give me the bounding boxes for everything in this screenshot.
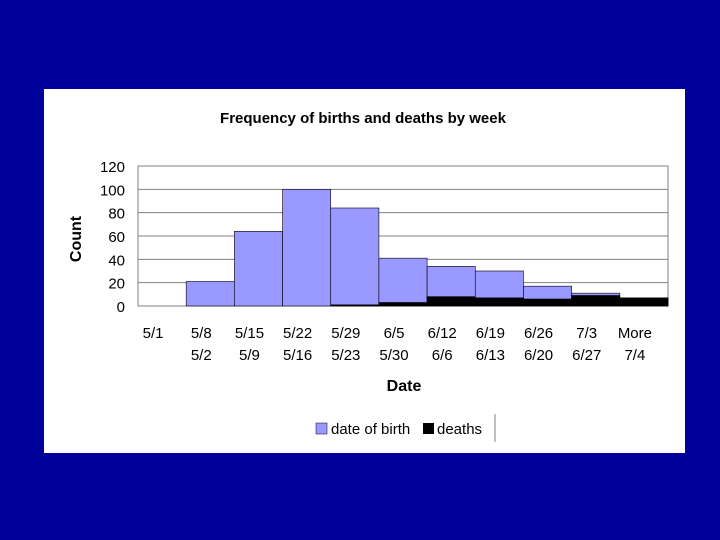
chart-title: Frequency of births and deaths by week — [220, 110, 507, 127]
x-tick-label: 5/30 — [379, 347, 408, 364]
deaths-bar — [330, 304, 380, 307]
x-tick-label: 6/20 — [524, 347, 553, 364]
x-tick-label: 5/29 — [331, 325, 360, 342]
births-bar — [282, 189, 332, 307]
x-axis-ticks: 5/1 5/8 5/2 5/15 5/9 5/22 5/16 5/29 5/23 6/5 5/30 6… — [143, 325, 652, 364]
y-tick-label: 80 — [108, 206, 125, 223]
deaths-bar — [426, 296, 476, 307]
y-tick-label: 40 — [108, 252, 125, 269]
x-tick-label: 5/2 — [191, 347, 212, 364]
slide-panel: Frequency of births and deaths by week 0… — [44, 89, 685, 453]
x-tick-label: 6/13 — [476, 347, 505, 364]
x-tick-label: 7/3 — [576, 325, 597, 342]
legend: date of birth deaths — [315, 414, 496, 442]
x-tick-label: 6/26 — [524, 325, 553, 342]
x-tick-label: 6/5 — [384, 325, 405, 342]
x-tick-label: More — [618, 325, 652, 342]
deaths-bar — [378, 302, 428, 307]
x-tick-label: 5/8 — [191, 325, 212, 342]
y-tick-label: 20 — [108, 276, 125, 293]
births-bar — [330, 207, 380, 307]
x-tick-label: 6/12 — [428, 325, 457, 342]
x-tick-label: 5/22 — [283, 325, 312, 342]
y-tick-label: 120 — [100, 159, 125, 176]
deaths-bar — [619, 297, 669, 307]
y-axis-ticks: 0 20 40 60 80 100 120 — [100, 159, 125, 316]
x-tick-label: 5/1 — [143, 325, 164, 342]
deaths-series — [330, 295, 669, 307]
deaths-bar — [474, 297, 524, 307]
births-bar — [185, 281, 235, 307]
y-tick-label: 0 — [117, 299, 125, 316]
gridlines — [138, 188, 668, 284]
x-tick-label: 5/23 — [331, 347, 360, 364]
x-tick-label: 5/9 — [239, 347, 260, 364]
deaths-bar — [571, 295, 621, 307]
y-axis-label: Count — [68, 215, 85, 262]
legend-swatch-deaths — [423, 423, 434, 434]
y-tick-label: 60 — [108, 229, 125, 246]
legend-swatch-births — [315, 422, 328, 435]
y-tick-label: 100 — [100, 182, 125, 199]
histogram-chart: Frequency of births and deaths by week 0… — [68, 110, 669, 442]
legend-label-deaths: deaths — [437, 421, 482, 438]
x-tick-label: 6/6 — [432, 347, 453, 364]
births-bar — [378, 257, 428, 307]
x-tick-label: 6/19 — [476, 325, 505, 342]
births-bar — [234, 231, 283, 307]
x-tick-label: 7/4 — [624, 347, 645, 364]
legend-label-births: date of birth — [331, 421, 410, 438]
births-series — [185, 189, 669, 307]
x-tick-label: 6/27 — [572, 347, 601, 364]
x-tick-label: 5/16 — [283, 347, 312, 364]
deaths-bar — [523, 298, 572, 307]
x-axis-label: Date — [387, 378, 422, 395]
x-tick-label: 5/15 — [235, 325, 264, 342]
